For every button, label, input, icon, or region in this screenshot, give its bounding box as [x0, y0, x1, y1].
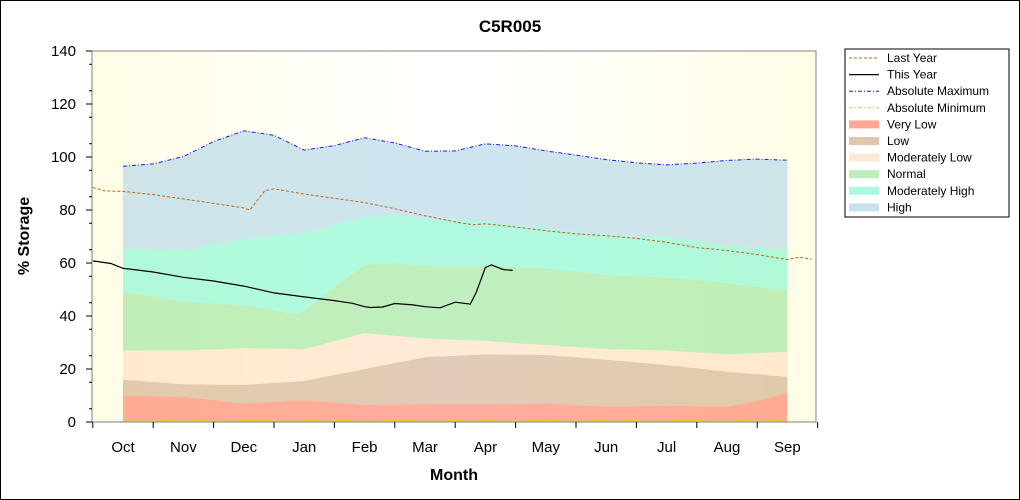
- legend-label: This Year: [887, 68, 937, 82]
- y-tick-label: 120: [51, 96, 76, 113]
- band-moderately-low: [123, 333, 788, 385]
- legend-label: Normal: [887, 167, 926, 181]
- chart-title: C5R005: [479, 17, 541, 36]
- line-absolute-maximum: [122, 130, 788, 167]
- x-tick-label: Jan: [292, 439, 316, 456]
- legend-label: Moderately High: [887, 184, 974, 198]
- legend: Last Year This Year Absolute Maximum Absolu…: [844, 48, 1010, 218]
- x-tick-label: Oct: [111, 439, 135, 456]
- legend-swatch: [849, 186, 879, 195]
- y-axis-title: % Storage: [16, 197, 33, 275]
- x-tick-label: Apr: [474, 439, 497, 456]
- y-tick-label: 20: [59, 361, 76, 378]
- y-tick-label: 40: [59, 308, 76, 325]
- legend-label: Low: [887, 134, 909, 148]
- x-tick-label: Jun: [594, 439, 618, 456]
- legend-label: Absolute Maximum: [887, 84, 989, 98]
- x-tick-label: Aug: [714, 439, 741, 456]
- legend-label: Moderately Low: [887, 151, 972, 165]
- legend-swatch: [849, 153, 879, 162]
- y-tick-label: 140: [51, 43, 76, 60]
- legend-label: Very Low: [887, 117, 937, 131]
- x-tick-label: Dec: [230, 439, 257, 456]
- y-tick-label: 0: [68, 414, 76, 431]
- y-tick-label: 80: [59, 202, 76, 219]
- line-group: [92, 130, 812, 422]
- legend-label: Last Year: [887, 51, 937, 65]
- x-tick-label: May: [532, 439, 561, 456]
- band-group: [123, 130, 788, 422]
- legend-swatch: [849, 120, 879, 129]
- legend-swatch: [849, 170, 879, 179]
- x-tick-label: Nov: [170, 439, 197, 456]
- legend-label: High: [887, 200, 912, 214]
- x-tick-label: Sep: [774, 439, 801, 456]
- x-axis-title: Month: [430, 467, 478, 484]
- axes-group: 0 20 40 60 80 100 120 140 Oct Nov Dec Jan Feb Mar Apr M…: [51, 43, 819, 456]
- band-high: [123, 130, 788, 251]
- legend-swatch: [849, 137, 879, 145]
- y-tick-label: 100: [51, 149, 76, 166]
- x-tick-label: Mar: [412, 439, 438, 456]
- band-very-low: [123, 392, 788, 422]
- x-tick-label: Jul: [657, 439, 676, 456]
- band-low: [123, 354, 788, 407]
- line-last-year: [92, 187, 812, 261]
- line-this-year: [92, 260, 513, 309]
- legend-swatch: [849, 203, 879, 212]
- y-tick-label: 60: [59, 255, 76, 272]
- x-tick-label: Feb: [352, 439, 378, 456]
- legend-label: Absolute Minimum: [887, 101, 986, 115]
- band-normal: [123, 263, 788, 355]
- band-moderately-high: [123, 215, 788, 314]
